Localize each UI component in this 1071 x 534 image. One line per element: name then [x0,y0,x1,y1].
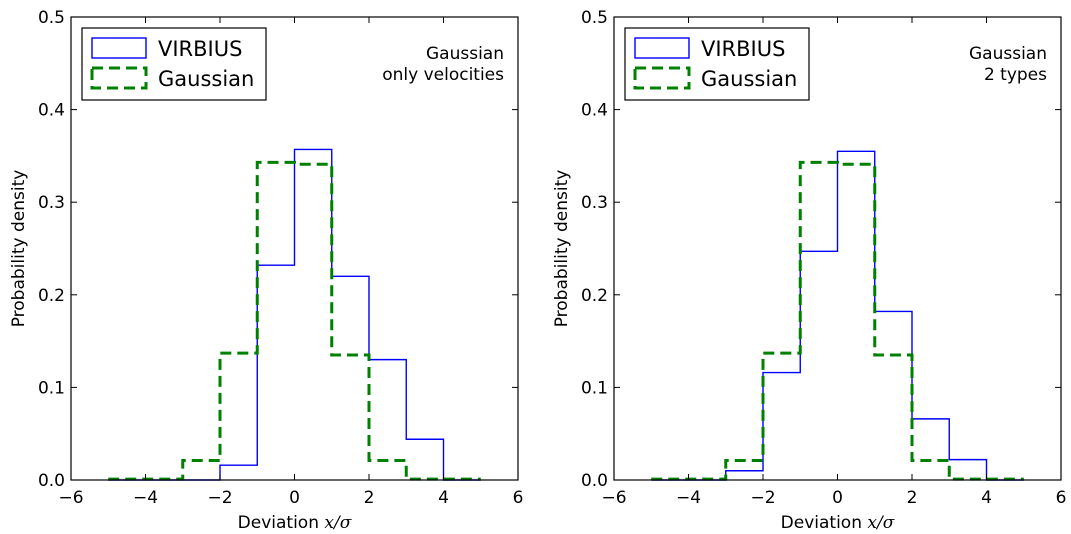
y-tick-label: 0.2 [38,286,65,306]
legend-label-gaussian: Gaussian [701,67,797,91]
y-tick-label: 0.4 [38,101,65,121]
annotation: Gaussian only velocities [382,44,504,85]
x-tick-label: 6 [513,488,524,508]
legend: VIRBIUS Gaussian [624,27,810,101]
x-tick-label: 4 [438,488,449,508]
legend-handle-virbius [634,37,690,59]
x-tick-label: 2 [907,488,918,508]
x-tick-label: −6 [601,488,626,508]
y-axis-label: Probability density [552,170,572,328]
x-tick-label: −4 [133,488,158,508]
y-tick-label: 0.4 [581,101,608,121]
x-tick-label: −6 [58,488,83,508]
x-tick-label: 0 [289,488,300,508]
legend-label-gaussian: Gaussian [158,67,254,91]
legend: VIRBIUS Gaussian [81,27,267,101]
legend-handle-gaussian [633,66,691,90]
x-axis-label: Deviation x/σ [238,513,352,533]
series-virbius-line [651,150,1024,481]
y-tick-label: 0.0 [38,471,65,491]
x-tick-label: 4 [981,488,992,508]
series-gaussian-line [651,160,1024,481]
annotation: Gaussian 2 types [969,44,1047,85]
y-tick-label: 0.2 [581,286,608,306]
y-axis-label: Probability density [9,170,29,328]
legend-handle-gaussian [90,66,148,90]
y-tick-label: 0.0 [581,471,608,491]
y-tick-label: 0.5 [581,8,608,28]
x-tick-label: 6 [1056,488,1067,508]
y-tick-label: 0.3 [38,193,65,213]
series-gaussian-line [108,160,481,481]
panel-2: −6 −4 −2 0 2 4 6 0.0 0.1 0.2 0.3 0.4 0.5 Deviation x/… [552,8,1066,533]
panel-1: −6 −4 −2 0 2 4 6 0.0 0.1 0.2 0.3 0.4 0.5 Deviation x/… [9,8,523,533]
x-tick-label: −2 [750,488,775,508]
x-tick-label: 2 [364,488,375,508]
x-tick-label: −4 [676,488,701,508]
legend-label-virbius: VIRBIUS [158,37,242,61]
x-axis-label: Deviation x/σ [781,513,895,533]
x-tick-label: 0 [832,488,843,508]
series-virbius-line [108,148,481,481]
y-tick-label: 0.1 [38,378,65,398]
x-tick-label: −2 [207,488,232,508]
y-tick-label: 0.3 [581,193,608,213]
legend-label-virbius: VIRBIUS [701,37,785,61]
y-tick-label: 0.1 [581,378,608,398]
y-tick-label: 0.5 [38,8,65,28]
legend-handle-virbius [91,37,147,59]
